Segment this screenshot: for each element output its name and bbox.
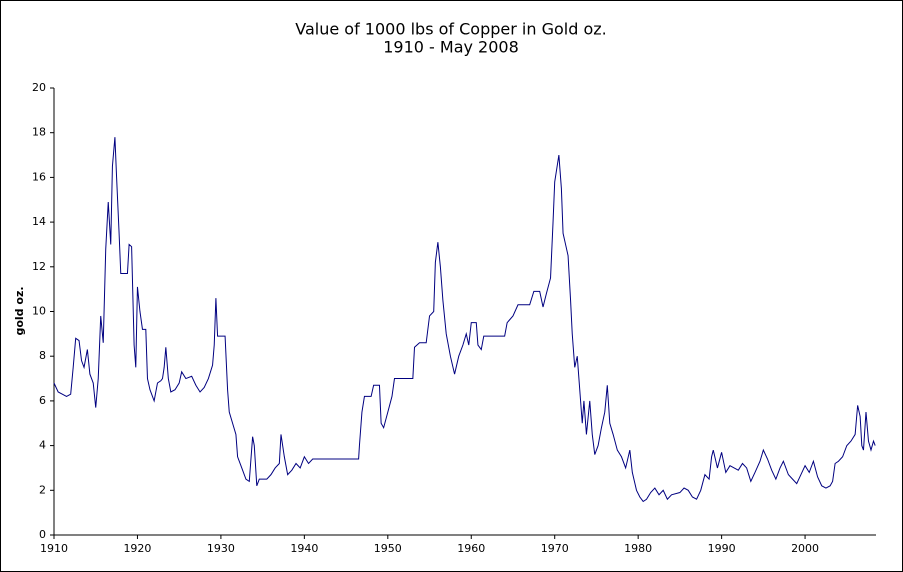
chart-title: Value of 1000 lbs of Copper in Gold oz. <box>295 20 606 39</box>
x-tick-label: 2000 <box>791 542 819 555</box>
x-tick-label: 1940 <box>290 542 318 555</box>
x-tick-label: 1960 <box>457 542 485 555</box>
y-tick-label: 16 <box>32 170 46 183</box>
x-tick-label: 1950 <box>374 542 402 555</box>
chart-subtitle: 1910 - May 2008 <box>383 38 519 57</box>
y-tick-label: 18 <box>32 126 46 139</box>
y-tick-label: 10 <box>32 305 46 318</box>
x-tick-label: 1980 <box>624 542 652 555</box>
x-tick-label: 1930 <box>207 542 235 555</box>
x-tick-label: 1920 <box>123 542 151 555</box>
y-tick-label: 6 <box>39 394 46 407</box>
x-tick-label: 1910 <box>40 542 68 555</box>
y-tick-label: 8 <box>39 349 46 362</box>
y-tick-label: 2 <box>39 483 46 496</box>
data-line <box>53 137 876 503</box>
y-tick-label: 20 <box>32 81 46 94</box>
y-tick-label: 4 <box>39 439 46 452</box>
y-axis-label: gold oz. <box>13 286 26 335</box>
y-tick-label: 12 <box>32 260 46 273</box>
y-tick-label: 0 <box>39 528 46 541</box>
y-tick-label: 14 <box>32 215 46 228</box>
x-tick-label: 1990 <box>708 542 736 555</box>
x-tick-label: 1970 <box>541 542 569 555</box>
